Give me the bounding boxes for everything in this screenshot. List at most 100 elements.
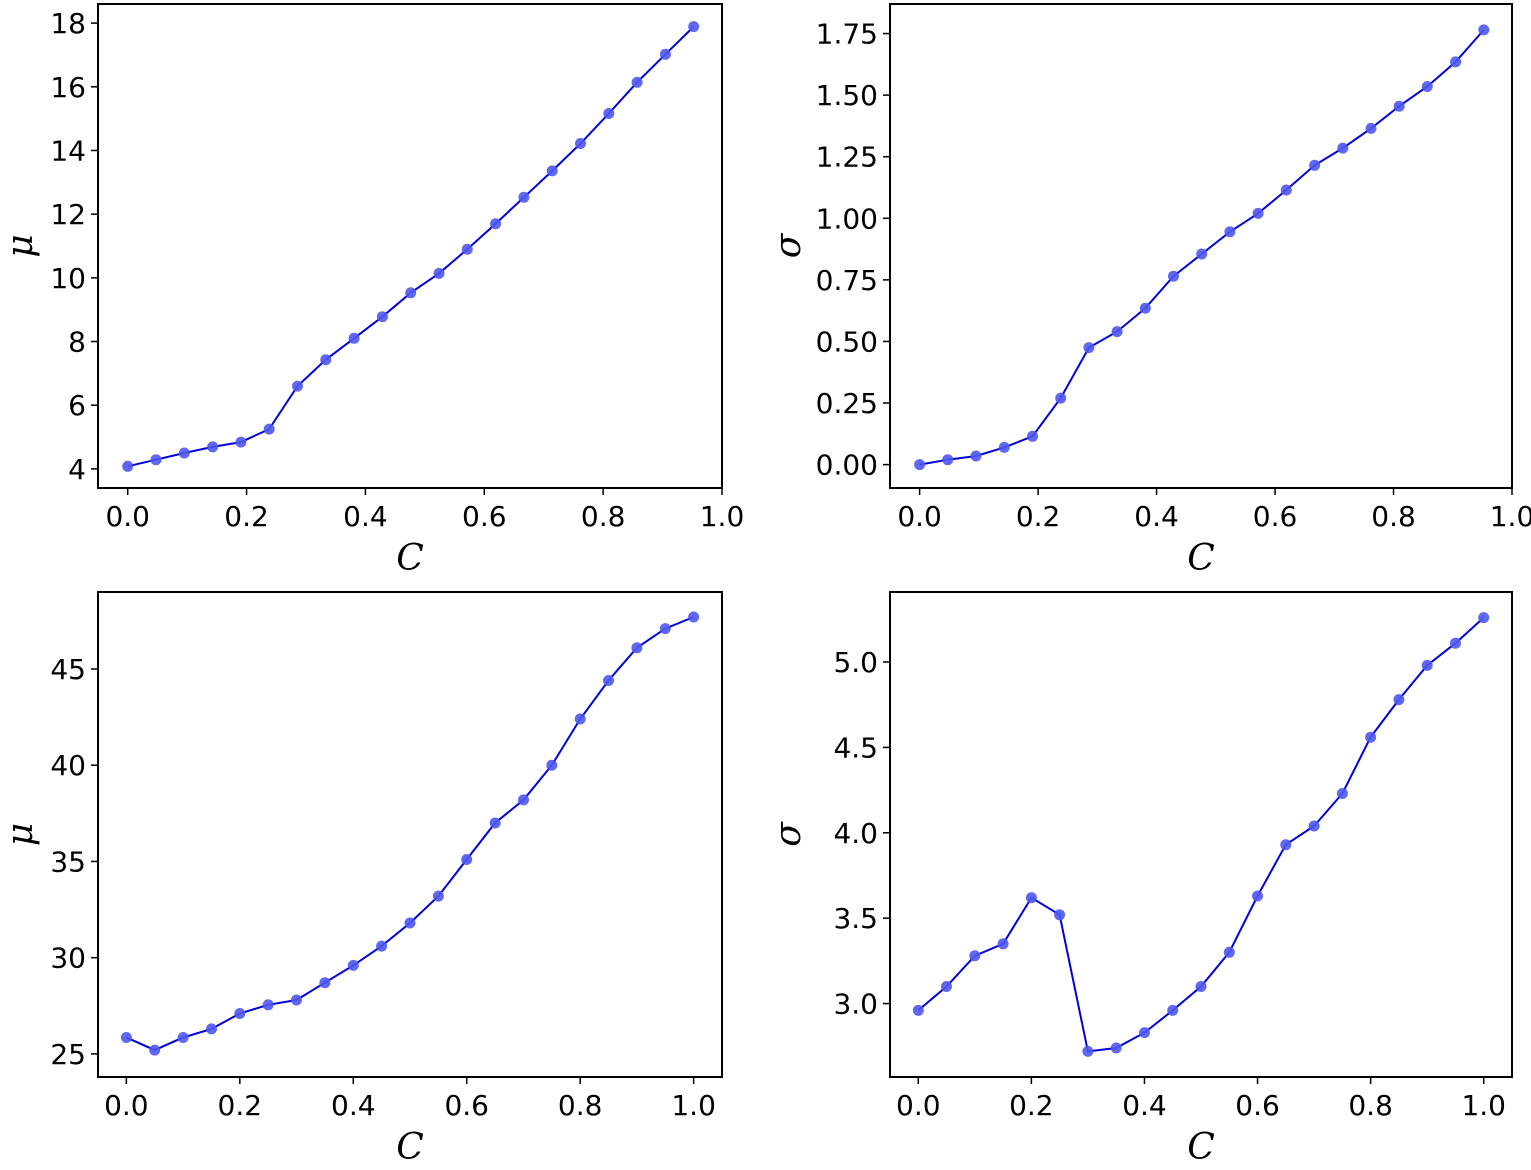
data-point [489,817,501,829]
x-tick-label: 1.0 [671,1089,716,1122]
x-tick-label: 0.8 [558,1089,603,1122]
data-point [1337,142,1349,154]
data-point [262,999,274,1011]
data-point [1365,122,1377,134]
data-point [688,21,700,33]
y-tick-label: 30 [50,942,86,975]
data-point [376,311,388,323]
data-point [1421,81,1433,92]
x-tick-label: 0.0 [105,500,150,533]
x-tick-label: 0.4 [1122,1089,1167,1122]
y-tick-label: 0.25 [816,387,878,420]
data-point [1393,100,1405,112]
y-tick-label: 3.5 [833,902,878,935]
data-point [914,459,926,471]
y-tick-label: 1.50 [816,79,878,112]
x-axis-label: C [396,538,424,579]
data-point [1111,326,1123,338]
plot-frame [97,591,723,1078]
y-tick-label: 1.75 [816,18,878,51]
data-point [320,354,332,366]
data-point [1139,1027,1150,1039]
data-point [1055,392,1067,404]
data-point [404,917,416,929]
data-point [1224,226,1236,238]
data-point [1450,56,1462,68]
x-tick-label: 0.6 [1235,1089,1280,1122]
data-point [433,267,445,279]
y-tick-label: 6 [68,389,86,422]
data-point [1252,890,1263,902]
data-point [1025,892,1037,904]
x-tick-label: 0.8 [581,500,626,533]
data-point [546,165,558,177]
x-tick-label: 1.0 [1461,1089,1506,1122]
data-point [912,1004,924,1016]
data-point [376,940,388,952]
plot-frame [97,3,723,489]
data-point [970,450,982,462]
x-tick-label: 0.6 [1253,500,1298,533]
y-tick-label: 18 [50,7,86,40]
data-point [1280,184,1292,196]
y-axis-label: σ [768,821,809,847]
data-point [1110,1042,1122,1054]
chart-panel-4: 0.0 0.2 0.4 0.6 0.8 1.0 3.0 3.5 4.0 4.5 5.0 Cσ [768,591,1513,1168]
data-point [1082,1045,1094,1057]
x-tick-label: 0.4 [331,1089,376,1122]
data-point [1167,1004,1179,1016]
y-tick-label: 12 [50,198,86,231]
series-line [127,25,695,468]
data-point [997,938,1009,950]
y-tick-label: 35 [50,845,86,878]
data-point [1083,342,1095,354]
x-tick-label: 0.2 [224,500,269,533]
data-point [1252,207,1264,219]
chart-panel-1: 0.0 0.2 0.4 0.6 0.8 1.0 4 6 8 10 12 14 16 18 Cμ [0,3,745,579]
x-tick-label: 0.2 [1016,500,1061,533]
data-point [1421,659,1433,671]
x-tick-label: 1.0 [700,500,745,533]
data-point [178,447,190,459]
series-line [919,29,1485,466]
data-point [1393,694,1405,706]
data-point [1450,637,1461,649]
y-axis-label: μ [0,823,41,846]
data-point [603,108,615,119]
data-point [1478,24,1490,36]
data-point [432,890,444,902]
y-tick-label: 25 [50,1038,86,1071]
data-point [942,454,954,466]
data-point [1195,981,1207,992]
y-tick-label: 3.0 [833,988,878,1021]
data-point [461,243,473,255]
x-axis-label: C [1187,1127,1215,1168]
data-point [575,138,586,149]
y-tick-label: 1.00 [816,202,878,235]
data-point [348,332,360,344]
data-point [574,713,586,725]
data-point [1478,612,1490,624]
data-point [347,959,359,971]
data-point [659,623,671,635]
data-point [1308,820,1320,832]
x-tick-label: 0.6 [444,1089,489,1122]
data-point [1054,909,1066,921]
data-point [177,1032,189,1043]
y-tick-label: 0.50 [816,325,878,358]
data-point [969,950,981,962]
data-point [206,1023,217,1035]
x-tick-label: 0.2 [1009,1089,1054,1122]
y-tick-label: 1.25 [816,141,878,174]
data-point [603,675,614,686]
data-point [688,611,700,623]
data-point [1139,302,1151,314]
data-point [150,454,162,466]
data-point [1027,430,1038,442]
x-tick-label: 0.2 [218,1089,263,1122]
data-point [292,380,303,392]
plot-frame [889,3,1513,489]
data-point [122,460,134,472]
data-point [1365,731,1377,743]
y-axis-label: σ [768,232,809,258]
